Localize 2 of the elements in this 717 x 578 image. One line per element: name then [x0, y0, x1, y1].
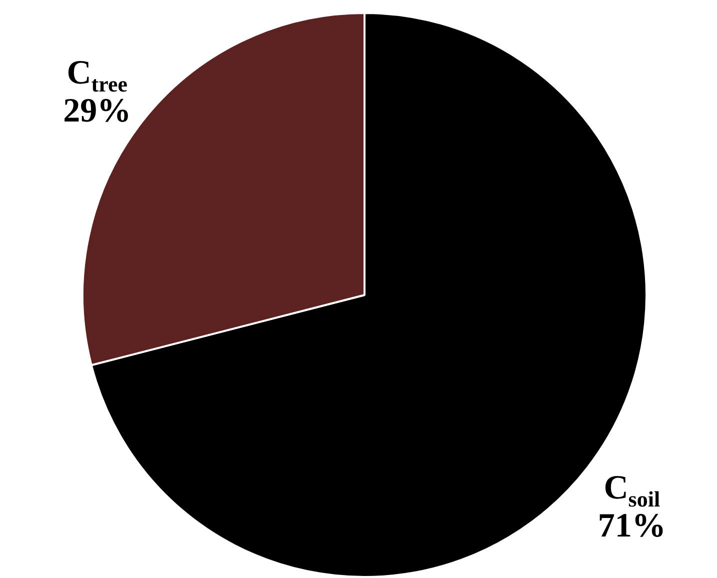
- data-label: 71%: [598, 507, 666, 544]
- data-label: 29%: [63, 92, 132, 130]
